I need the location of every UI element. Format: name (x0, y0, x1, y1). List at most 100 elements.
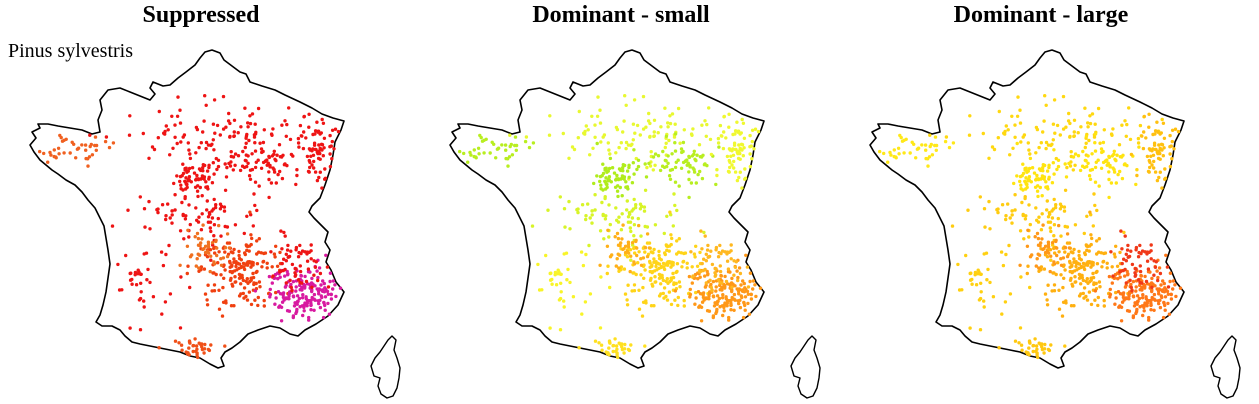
plot-point (672, 282, 676, 287)
plot-point (590, 114, 594, 119)
plot-point (256, 106, 261, 111)
plot-point (750, 157, 754, 161)
plot-point (566, 267, 570, 272)
plot-point (924, 148, 928, 152)
plot-point (605, 271, 609, 276)
plot-point (211, 271, 215, 275)
plot-point (1065, 254, 1070, 259)
plot-point (673, 165, 678, 170)
plot-point (179, 140, 183, 144)
plot-point (1086, 260, 1090, 264)
plot-point (220, 314, 225, 318)
plot-point (295, 294, 300, 298)
plot-point (1125, 248, 1130, 252)
map-dominant-small (449, 49, 821, 399)
plot-point (1055, 253, 1059, 258)
plot-point (315, 269, 319, 273)
plot-point (1043, 342, 1047, 347)
plot-point (1049, 143, 1053, 148)
plot-point (1107, 155, 1112, 160)
plot-point (550, 277, 554, 282)
plot-point (1133, 274, 1137, 278)
plot-point (248, 114, 252, 118)
plot-point (1162, 146, 1166, 150)
plot-point (641, 256, 646, 260)
plot-point (626, 242, 631, 247)
plot-point (933, 135, 938, 139)
plot-point (179, 183, 183, 187)
plot-point (607, 175, 612, 179)
plot-point (716, 278, 721, 282)
plot-point (230, 270, 234, 275)
plot-point (1081, 261, 1086, 266)
plot-point (223, 188, 228, 192)
plot-point (299, 274, 303, 278)
plot-point (242, 165, 247, 170)
plot-point (1035, 231, 1040, 236)
plot-point (268, 287, 272, 292)
plot-point (730, 285, 734, 289)
plot-point (57, 152, 61, 156)
plot-point (289, 249, 293, 253)
plot-point (242, 231, 246, 236)
plot-point (1095, 262, 1100, 266)
plot-point (618, 185, 622, 190)
plot-point (584, 252, 588, 257)
plot-point (672, 135, 677, 139)
plot-point (249, 276, 253, 280)
plot-point (253, 132, 258, 136)
plot-point (635, 167, 639, 172)
plot-point (476, 146, 481, 150)
plot-point (1072, 304, 1076, 308)
plot-point (221, 94, 226, 99)
plot-point (1143, 274, 1147, 279)
plot-point (1045, 208, 1049, 212)
plot-point (738, 151, 742, 156)
plot-point (1131, 315, 1135, 320)
plot-point (1015, 114, 1020, 119)
plot-point (302, 114, 306, 119)
plot-point (308, 165, 312, 170)
plot-point (689, 181, 694, 185)
plot-point (163, 300, 168, 304)
plot-point (743, 286, 747, 290)
plot-point (1167, 312, 1172, 316)
plot-point (652, 247, 656, 252)
plot-point (1041, 223, 1045, 227)
plot-point (316, 275, 320, 280)
plot-point (469, 153, 473, 157)
plot-point (190, 166, 195, 170)
plot-point (247, 138, 251, 143)
plot-point (671, 224, 675, 228)
plot-point (652, 257, 656, 261)
plot-point (126, 208, 130, 212)
plot-point (599, 140, 603, 144)
plot-point (1158, 170, 1162, 174)
plot-point (1149, 243, 1153, 247)
plot-point (295, 302, 299, 306)
plot-point (504, 156, 508, 161)
plot-point (1068, 121, 1072, 126)
plot-point (1023, 217, 1028, 221)
plot-point (635, 246, 639, 250)
plot-point (252, 282, 256, 287)
plot-point (1110, 281, 1114, 285)
plot-point (1114, 244, 1118, 248)
plot-point (331, 279, 336, 283)
plot-point (1160, 186, 1164, 190)
plot-point (668, 114, 672, 118)
plot-point (203, 94, 207, 98)
plot-point (1045, 169, 1050, 173)
plot-point (732, 159, 736, 164)
plot-point (568, 227, 572, 231)
plot-point (598, 179, 602, 184)
plot-point (592, 181, 596, 186)
plot-point (494, 156, 498, 160)
plot-point (1161, 315, 1166, 320)
plot-point (259, 166, 264, 170)
corsica-outline (370, 335, 401, 399)
plot-point (318, 170, 322, 174)
plot-point (1025, 170, 1029, 174)
plot-point (648, 135, 652, 139)
